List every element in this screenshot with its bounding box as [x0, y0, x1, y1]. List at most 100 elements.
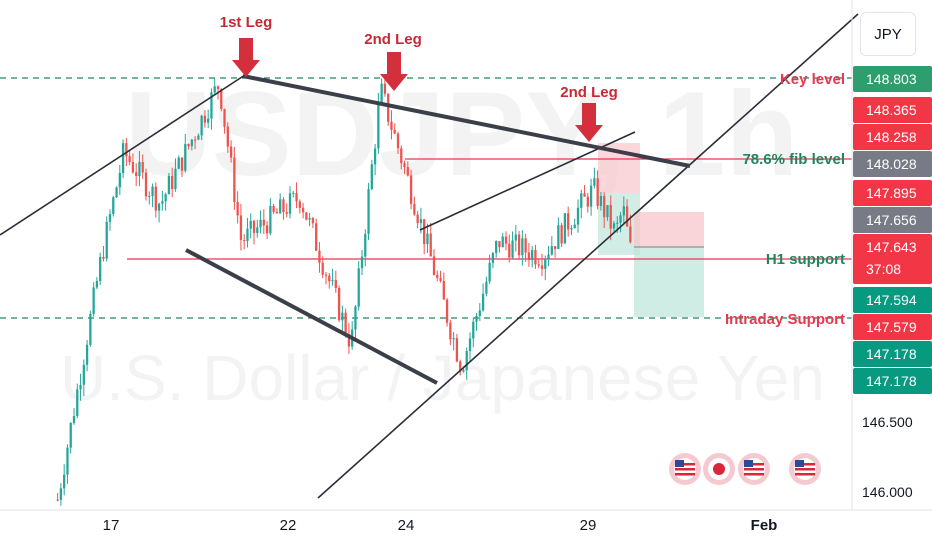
us-flag-icon[interactable] [738, 453, 770, 485]
event-icons[interactable] [669, 453, 821, 485]
candle-body [292, 192, 295, 194]
candle-body [485, 281, 488, 294]
price-tag-value: 148.028 [866, 156, 917, 172]
candle-body [606, 205, 609, 218]
candle-body [95, 281, 99, 288]
candle-body [141, 162, 144, 173]
candle-body [462, 370, 465, 372]
candle-body [557, 225, 560, 249]
price-tag-value: 147.579 [866, 319, 917, 335]
candle-body [157, 203, 161, 211]
fib-level-label: 78.6% fib level [742, 151, 845, 168]
candle-body [403, 163, 406, 168]
leg3-label: 2nd Leg [560, 84, 618, 101]
candle-body [285, 212, 288, 214]
price-tick: 146.000 [862, 484, 913, 500]
candle-body [524, 238, 527, 253]
us-flag-icon[interactable] [669, 453, 701, 485]
price-tag [853, 287, 932, 313]
descending-resistance-line[interactable] [242, 74, 691, 168]
candle-body [76, 389, 79, 417]
intraday-support-label: Intraday Support [725, 311, 845, 328]
candle-body [432, 256, 436, 275]
candle-body [364, 233, 367, 257]
candle-body [478, 310, 481, 317]
candle-body [82, 364, 85, 385]
candle-body [207, 118, 210, 123]
candle-body [436, 274, 439, 278]
candle-body [616, 222, 619, 224]
candle-body [328, 275, 331, 282]
candle-body [151, 186, 154, 196]
watermark-name: U.S. Dollar / Japanese Yen [60, 342, 825, 414]
candle-body [501, 236, 504, 248]
candle-body [603, 195, 606, 218]
candle-body [449, 322, 452, 340]
candle-body [177, 157, 180, 169]
price-tag-value: 147.656 [866, 212, 917, 228]
candle-body [108, 214, 112, 222]
price-tag [853, 97, 932, 123]
candle-body [567, 213, 570, 230]
price-tag-value: 147.594 [866, 292, 917, 308]
candle-body [275, 211, 279, 214]
candle-body [459, 361, 462, 372]
candle-body [377, 103, 380, 149]
price-tag [853, 124, 932, 150]
candle-body [593, 178, 596, 186]
price-tag-value: 148.803 [866, 71, 917, 87]
descending-support-line[interactable] [185, 248, 438, 385]
candle-body [540, 265, 544, 269]
candle-body [465, 351, 468, 371]
candle-body [413, 203, 416, 215]
time-axis[interactable]: 17 22 24 29 Feb [103, 517, 778, 534]
candle-body [301, 207, 305, 213]
japan-flag-icon[interactable] [703, 453, 735, 485]
candle-body [409, 175, 413, 204]
price-tag [853, 207, 932, 233]
currency-selector[interactable]: JPY [860, 12, 916, 56]
candle-body [92, 287, 95, 314]
candle-body [193, 139, 197, 141]
price-tag [853, 234, 932, 284]
candle-body [612, 223, 616, 229]
channel-upper-left-line[interactable] [0, 74, 246, 236]
candle-body [265, 225, 269, 234]
candle-body [475, 316, 478, 322]
candle-body [625, 206, 629, 227]
candle-body [544, 258, 547, 269]
candle-body [429, 233, 432, 257]
candle-body [629, 226, 632, 243]
candle-body [236, 202, 239, 216]
candle-body [511, 240, 514, 258]
candle-body [167, 176, 171, 195]
candle-body [72, 416, 76, 423]
candle-body [609, 205, 612, 229]
candle-body [393, 129, 396, 134]
candle-body [164, 194, 167, 202]
candle-body [514, 234, 517, 241]
candle-body [324, 274, 328, 276]
candle-body [547, 254, 550, 259]
rising-trendline[interactable] [317, 13, 859, 499]
candle-body [200, 115, 203, 136]
candle-body [89, 313, 92, 345]
candle-body [534, 250, 537, 265]
time-tick: 22 [280, 517, 297, 534]
price-tag-value: 148.258 [866, 129, 917, 145]
time-tick: Feb [751, 517, 778, 534]
us-flag-icon[interactable] [789, 453, 821, 485]
candle-body [390, 121, 393, 130]
candle-body [445, 299, 449, 323]
candle-body [331, 280, 334, 282]
candle-body [380, 83, 383, 104]
candle-body [272, 205, 275, 212]
arrow-markers [232, 38, 603, 142]
price-tag [853, 341, 932, 367]
leg3-arrow-icon [575, 103, 603, 142]
price-tick: 146.500 [862, 414, 913, 430]
candle-body [563, 213, 567, 244]
price-axis[interactable]: 148.803 148.365 148.258 148.028 147.895 147.6… [853, 66, 932, 394]
candle-body [508, 243, 511, 258]
